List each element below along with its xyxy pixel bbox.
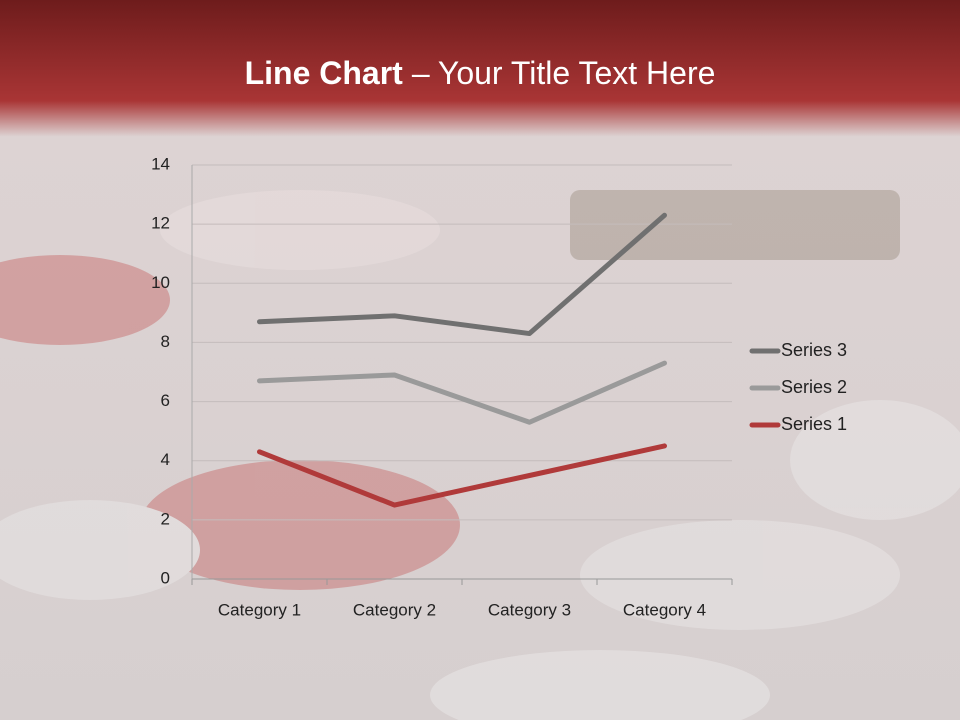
y-tick-label: 0	[161, 568, 170, 587]
y-tick-label: 14	[151, 154, 170, 173]
title-rest: – Your Title Text Here	[412, 55, 716, 91]
legend-label: Series 3	[781, 340, 847, 360]
y-tick-label: 4	[161, 450, 170, 469]
slide-title: Line Chart – Your Title Text Here	[245, 55, 716, 91]
y-tick-label: 8	[161, 332, 170, 351]
title-bold: Line Chart	[245, 55, 404, 91]
x-tick-label: Category 4	[623, 600, 706, 619]
x-tick-label: Category 3	[488, 600, 571, 619]
legend-label: Series 2	[781, 377, 847, 397]
y-tick-label: 12	[151, 214, 170, 233]
x-tick-label: Category 2	[353, 600, 436, 619]
series-line	[257, 360, 667, 425]
y-tick-label: 2	[161, 509, 170, 528]
background-photo	[0, 190, 960, 720]
legend-label: Series 1	[781, 414, 847, 434]
series-line	[257, 212, 667, 337]
y-tick-label: 10	[151, 273, 170, 292]
y-tick-label: 6	[161, 391, 170, 410]
series-line	[257, 443, 667, 508]
x-tick-label: Category 1	[218, 600, 301, 619]
chart: 0 2 4 6 8 10 12 14 Category 1 Category 2 Category …	[151, 154, 847, 619]
